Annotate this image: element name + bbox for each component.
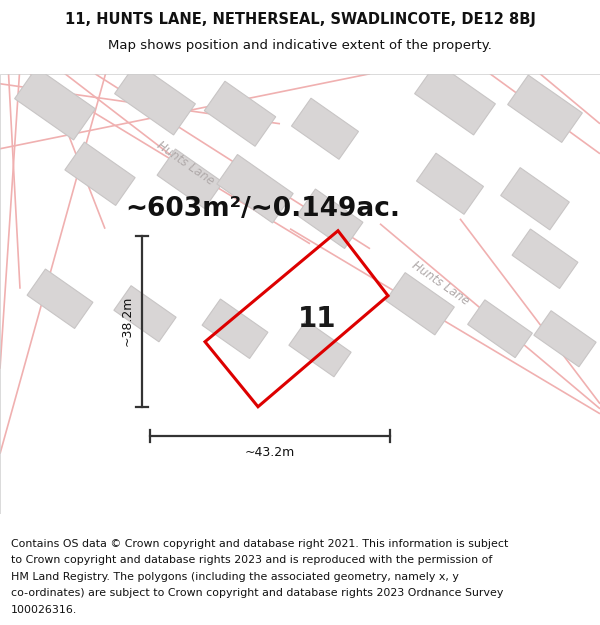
Text: 11, HUNTS LANE, NETHERSEAL, SWADLINCOTE, DE12 8BJ: 11, HUNTS LANE, NETHERSEAL, SWADLINCOTE,…	[65, 12, 535, 27]
Polygon shape	[534, 311, 596, 367]
Polygon shape	[292, 98, 359, 159]
Text: HM Land Registry. The polygons (including the associated geometry, namely x, y: HM Land Registry. The polygons (includin…	[11, 572, 458, 582]
Polygon shape	[217, 154, 293, 223]
Text: Hunts Lane: Hunts Lane	[409, 259, 471, 308]
Polygon shape	[27, 269, 93, 329]
Text: Hunts Lane: Hunts Lane	[154, 139, 216, 188]
Text: co-ordinates) are subject to Crown copyright and database rights 2023 Ordnance S: co-ordinates) are subject to Crown copyr…	[11, 588, 503, 598]
Text: 11: 11	[298, 305, 337, 332]
Text: to Crown copyright and database rights 2023 and is reproduced with the permissio: to Crown copyright and database rights 2…	[11, 556, 492, 566]
Polygon shape	[289, 321, 351, 377]
Polygon shape	[65, 142, 135, 206]
Text: 100026316.: 100026316.	[11, 605, 77, 615]
Polygon shape	[467, 300, 532, 358]
Polygon shape	[157, 149, 223, 209]
Polygon shape	[416, 153, 484, 214]
Text: Map shows position and indicative extent of the property.: Map shows position and indicative extent…	[108, 39, 492, 51]
Text: ~43.2m: ~43.2m	[245, 446, 295, 459]
Polygon shape	[204, 81, 276, 146]
Polygon shape	[508, 75, 583, 142]
Polygon shape	[202, 299, 268, 359]
Text: ~38.2m: ~38.2m	[121, 296, 134, 346]
Polygon shape	[512, 229, 578, 289]
Polygon shape	[297, 189, 363, 249]
Polygon shape	[115, 62, 196, 135]
Text: ~603m²/~0.149ac.: ~603m²/~0.149ac.	[125, 196, 400, 222]
Text: Contains OS data © Crown copyright and database right 2021. This information is : Contains OS data © Crown copyright and d…	[11, 539, 508, 549]
Polygon shape	[415, 62, 496, 135]
Polygon shape	[500, 168, 569, 230]
Polygon shape	[14, 68, 95, 140]
Polygon shape	[386, 272, 454, 335]
Polygon shape	[114, 286, 176, 342]
